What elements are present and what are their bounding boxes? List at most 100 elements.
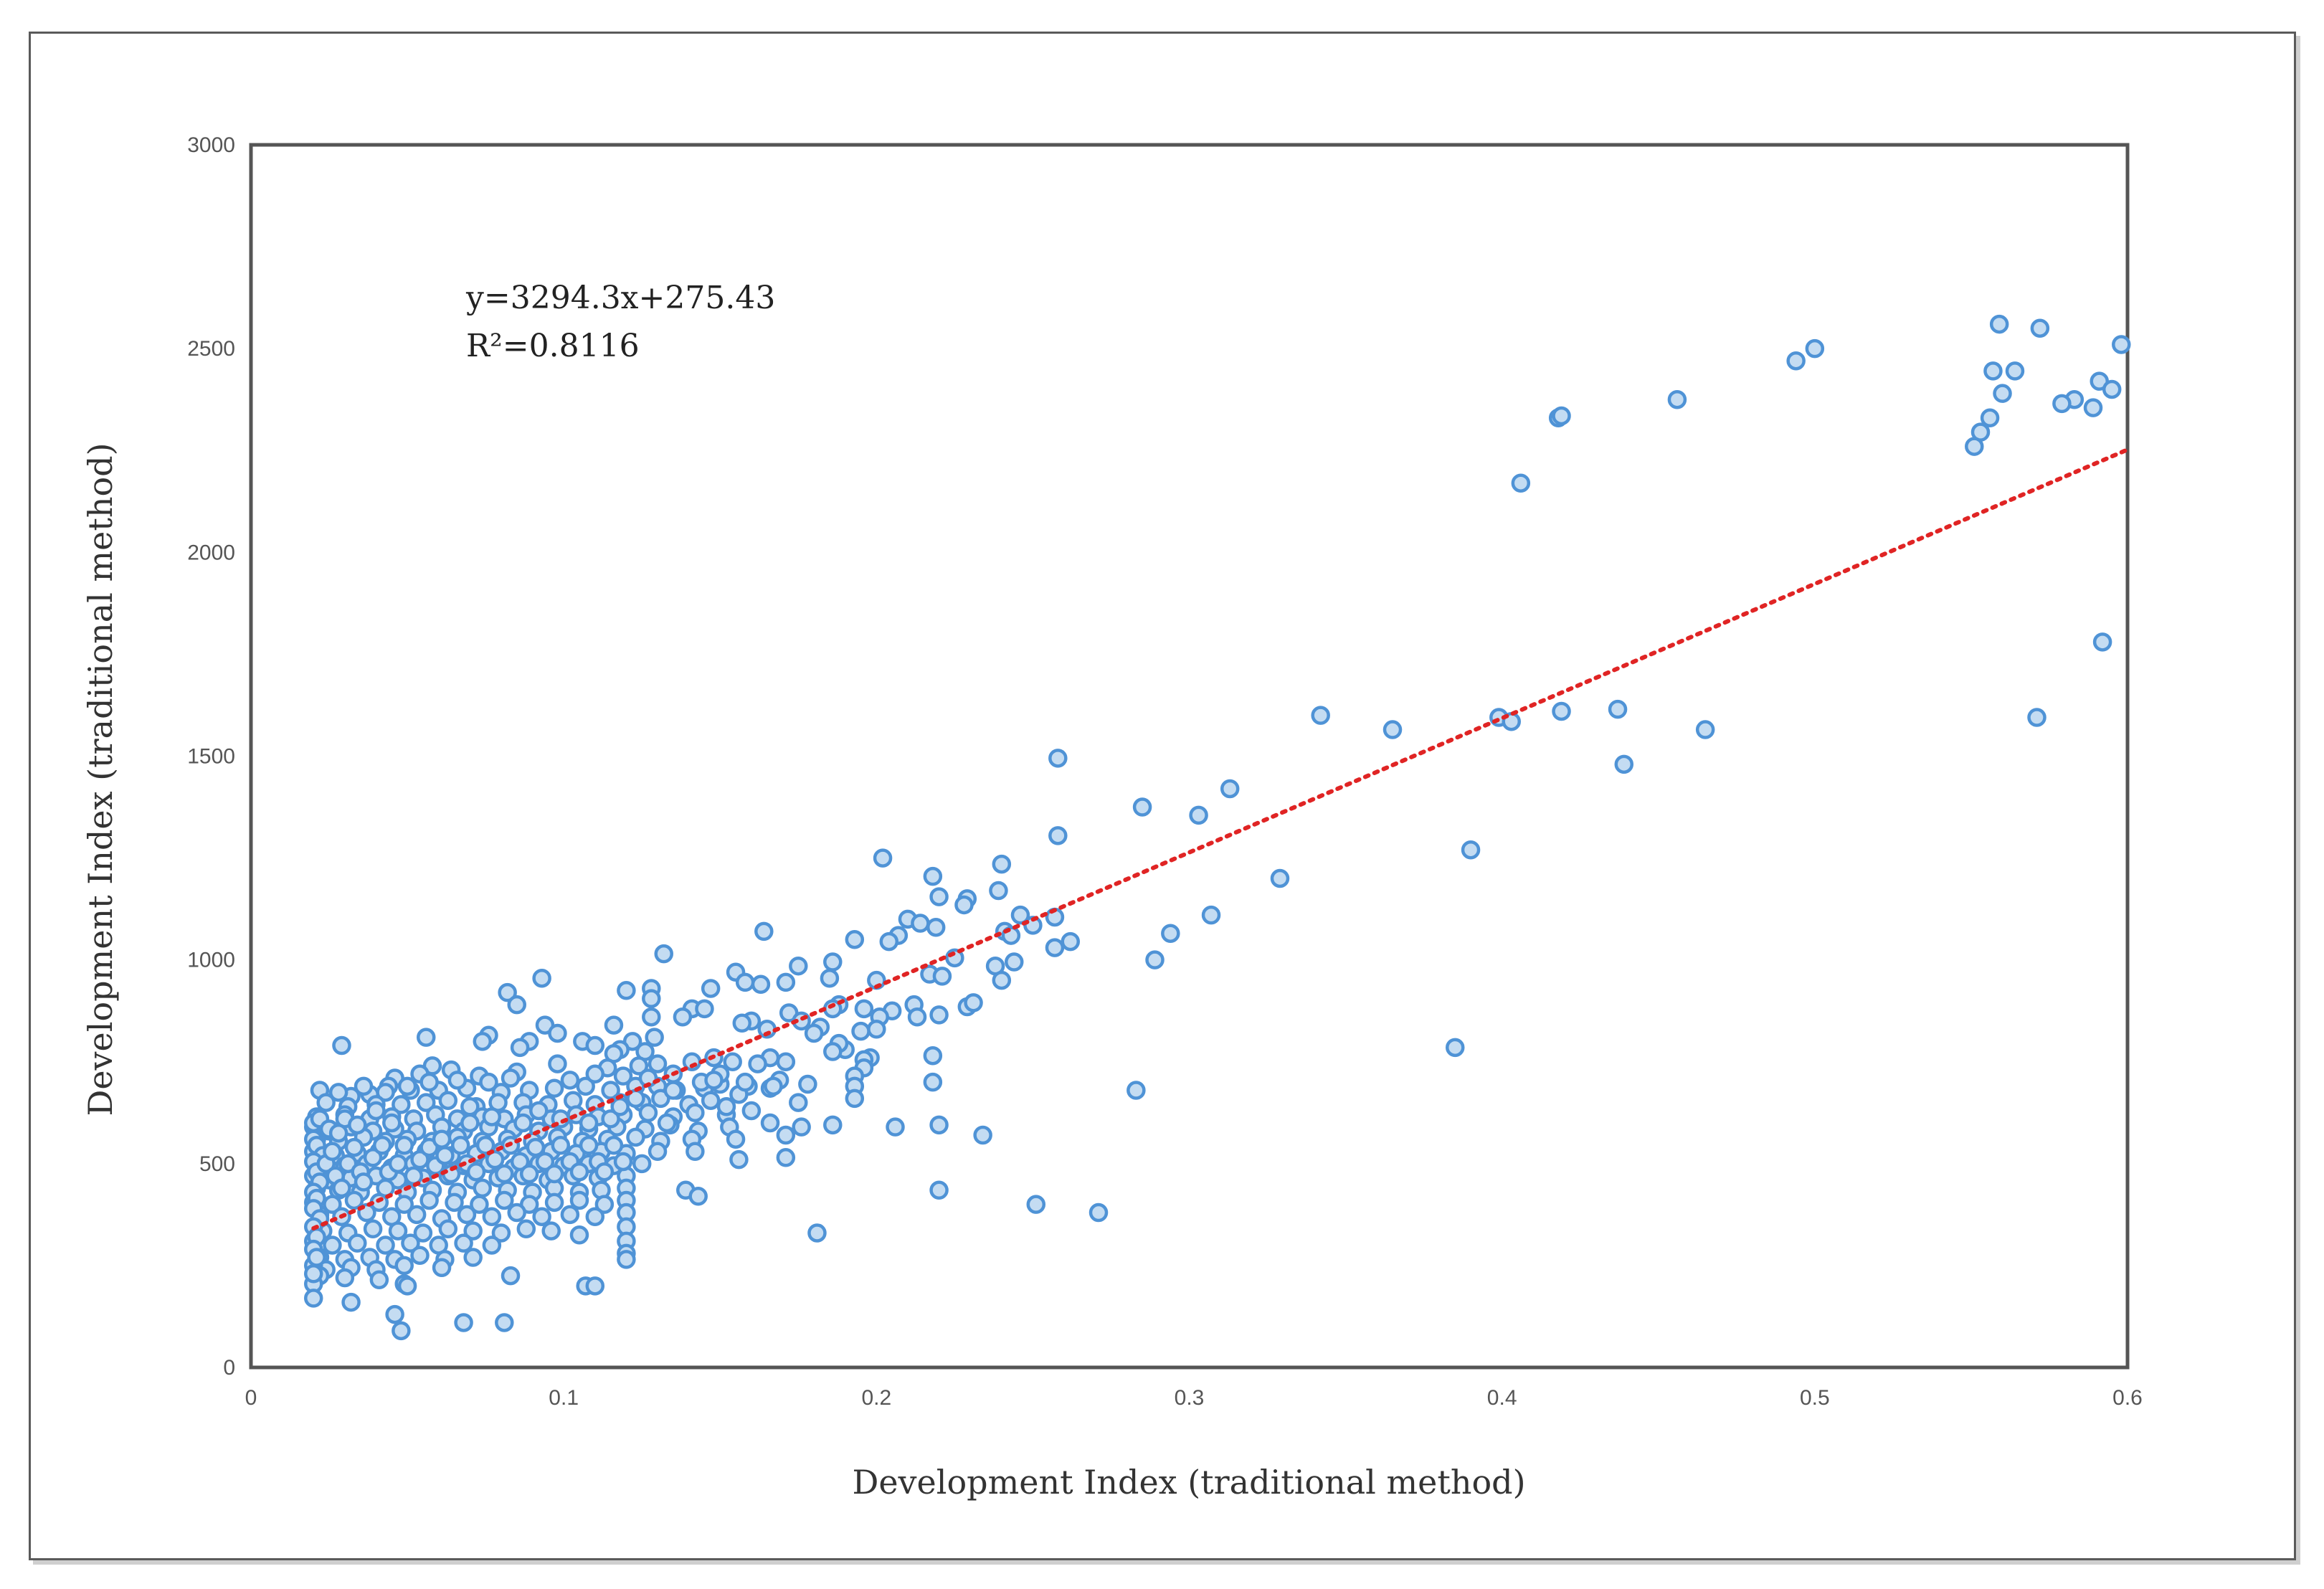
data-point bbox=[585, 1207, 605, 1226]
data-point bbox=[394, 1256, 414, 1276]
data-point bbox=[1161, 924, 1180, 943]
data-point bbox=[323, 1235, 342, 1255]
data-point bbox=[548, 1054, 567, 1073]
data-point bbox=[1048, 749, 1068, 768]
data-point bbox=[867, 1020, 886, 1039]
data-point bbox=[535, 1152, 555, 1172]
data-point bbox=[1220, 779, 1240, 799]
data-point bbox=[638, 1103, 658, 1123]
data-point bbox=[629, 1056, 649, 1076]
data-point bbox=[604, 1015, 624, 1035]
x-tick-label: 0 bbox=[245, 1386, 257, 1410]
data-point bbox=[485, 1149, 505, 1170]
data-point bbox=[328, 1083, 348, 1102]
data-point bbox=[544, 1164, 564, 1184]
data-point bbox=[397, 1276, 417, 1296]
scatter-chart: 0 500 1000 1500 2000 2500 3000 0 0.1 0.2 0.3 0.4 0.… bbox=[81, 133, 2143, 1502]
data-point bbox=[610, 1097, 630, 1116]
data-point bbox=[585, 1064, 605, 1084]
data-point bbox=[438, 1219, 458, 1239]
data-point bbox=[544, 1078, 564, 1098]
data-point bbox=[820, 968, 840, 988]
y-tick-label: 1500 bbox=[187, 745, 235, 769]
data-point bbox=[513, 1113, 533, 1133]
data-point bbox=[447, 1071, 468, 1090]
data-point bbox=[776, 972, 796, 992]
data-point bbox=[1461, 840, 1481, 860]
data-point bbox=[394, 1195, 414, 1214]
data-point bbox=[332, 1035, 351, 1056]
data-point bbox=[463, 1248, 483, 1267]
y-tick-label: 0 bbox=[223, 1356, 235, 1380]
data-point bbox=[776, 1148, 796, 1167]
data-point bbox=[526, 1137, 546, 1157]
data-point bbox=[551, 1136, 571, 1155]
data-point bbox=[1201, 905, 1221, 925]
data-point bbox=[482, 1107, 502, 1126]
data-point bbox=[617, 981, 636, 1000]
data-point bbox=[716, 1097, 736, 1116]
data-point bbox=[1608, 699, 1628, 719]
data-point bbox=[1048, 826, 1068, 845]
data-point bbox=[735, 1072, 755, 1092]
data-point bbox=[388, 1154, 408, 1174]
data-point bbox=[613, 1152, 633, 1172]
data-point bbox=[1132, 797, 1152, 817]
data-point bbox=[601, 1081, 620, 1100]
data-point bbox=[498, 982, 517, 1002]
data-point bbox=[332, 1178, 351, 1198]
data-point bbox=[929, 1005, 949, 1025]
data-point bbox=[798, 1074, 817, 1094]
data-point bbox=[594, 1162, 615, 1182]
data-point bbox=[303, 1264, 323, 1284]
data-point bbox=[401, 1233, 420, 1253]
data-point bbox=[911, 914, 930, 933]
data-point bbox=[923, 866, 943, 886]
data-point bbox=[2030, 318, 2050, 338]
data-point bbox=[845, 930, 865, 949]
data-point bbox=[385, 1304, 404, 1324]
data-point bbox=[1552, 406, 1571, 426]
data-point bbox=[604, 1136, 624, 1155]
x-axis-title: Development Index (traditional method) bbox=[852, 1463, 1525, 1502]
data-point bbox=[929, 887, 949, 906]
data-point bbox=[929, 1115, 949, 1135]
data-point bbox=[2027, 708, 2046, 727]
data-point bbox=[2092, 632, 2112, 652]
data-point bbox=[419, 1072, 439, 1092]
data-point bbox=[1382, 720, 1403, 739]
data-point bbox=[438, 1091, 458, 1110]
data-point bbox=[316, 1093, 336, 1112]
data-point bbox=[457, 1205, 477, 1225]
data-point bbox=[989, 881, 1008, 901]
data-point bbox=[1983, 361, 2003, 381]
data-point bbox=[585, 1035, 605, 1056]
data-point bbox=[1989, 314, 2009, 334]
data-point bbox=[463, 1221, 483, 1241]
data-point bbox=[1695, 720, 1715, 739]
data-point bbox=[673, 1007, 693, 1027]
data-point bbox=[507, 995, 526, 1015]
data-point bbox=[1189, 805, 1208, 825]
data-point bbox=[413, 1223, 433, 1243]
data-point bbox=[366, 1101, 386, 1121]
data-point bbox=[529, 1101, 549, 1121]
data-point bbox=[491, 1223, 511, 1243]
data-point bbox=[1667, 389, 1687, 409]
data-point bbox=[1270, 868, 1290, 888]
data-point bbox=[548, 1023, 567, 1043]
data-points bbox=[303, 314, 2131, 1341]
data-point bbox=[932, 967, 952, 986]
data-point bbox=[585, 1276, 605, 1296]
data-point bbox=[466, 1162, 486, 1182]
data-point bbox=[1786, 351, 1806, 371]
data-point bbox=[1993, 384, 2012, 403]
data-point bbox=[544, 1192, 564, 1213]
data-point bbox=[701, 979, 721, 998]
data-point bbox=[789, 1093, 808, 1112]
data-point bbox=[501, 1068, 521, 1088]
x-tick-label: 0.6 bbox=[2112, 1386, 2143, 1410]
data-point bbox=[663, 1081, 683, 1100]
data-point bbox=[1026, 1195, 1046, 1214]
data-point bbox=[823, 1115, 843, 1135]
